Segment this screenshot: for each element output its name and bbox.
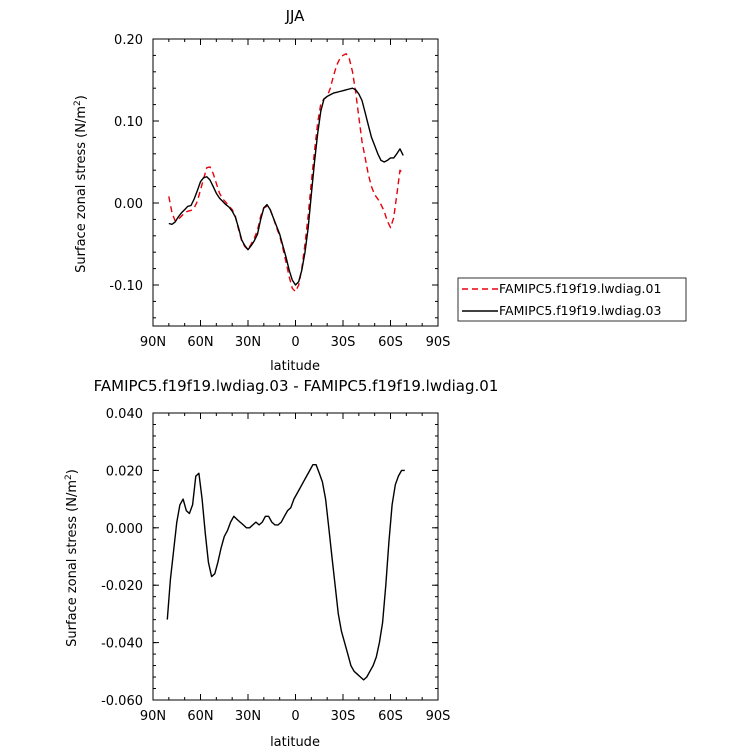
- bottom-series-group: [166, 464, 405, 681]
- x-tick-label: 60N: [187, 709, 213, 724]
- x-tick-label: 90N: [140, 335, 166, 350]
- bottom-y-axis: 0.040 0.020 0.000 -0.020 -0.040 -0.060: [101, 407, 438, 709]
- top-y-axis-label-main: Surface zonal stress (N/m: [74, 106, 89, 273]
- bottom-y-axis-label-main: Surface zonal stress (N/m: [65, 480, 80, 647]
- bottom-y-axis-label-sup: 2: [64, 474, 74, 480]
- x-tick-label: 30N: [235, 709, 261, 724]
- bottom-x-axis-label: latitude: [270, 735, 320, 750]
- x-tick-label: 60S: [378, 335, 403, 350]
- top-y-axis-label: Surface zonal stress (N/m2): [73, 95, 89, 273]
- x-tick-label: 0: [291, 709, 299, 724]
- x-tick-label: 30N: [235, 335, 261, 350]
- top-x-axis-label: latitude: [270, 359, 320, 374]
- top-plot-frame: [152, 38, 439, 327]
- y-tick-label: -0.060: [101, 694, 143, 709]
- x-tick-label: 90S: [426, 335, 451, 350]
- legend: FAMIPC5.f19f19.lwdiag.01 FAMIPC5.f19f19.…: [457, 277, 687, 322]
- series-line-0-0: [168, 53, 404, 293]
- y-tick-label: -0.020: [101, 579, 143, 594]
- y-tick-label: 0.040: [106, 407, 143, 422]
- y-tick-label: -0.040: [101, 637, 143, 652]
- y-tick-label: 0.20: [114, 33, 143, 48]
- legend-box: [457, 277, 687, 322]
- series-line-0-1: [168, 87, 404, 286]
- bottom-plot-frame: [152, 412, 439, 701]
- y-tick-label: 0.10: [114, 115, 143, 130]
- legend-label-lwdiag03: FAMIPC5.f19f19.lwdiag.03: [499, 303, 661, 318]
- bottom-x-axis: 90N 60N 30N 0 30S 60S 90S: [140, 413, 451, 724]
- x-tick-label: 60N: [187, 335, 213, 350]
- y-tick-label: -0.10: [109, 279, 143, 294]
- y-tick-label: 0.000: [106, 522, 143, 537]
- bottom-chart-title: FAMIPC5.f19f19.lwdiag.03 - FAMIPC5.f19f1…: [94, 377, 499, 395]
- x-tick-label: 30S: [331, 709, 356, 724]
- top-series-group: [168, 53, 404, 293]
- x-tick-label: 90S: [426, 709, 451, 724]
- bottom-chart: FAMIPC5.f19f19.lwdiag.03 - FAMIPC5.f19f1…: [64, 377, 498, 750]
- y-tick-label: 0.00: [114, 197, 143, 212]
- top-y-axis: 0.20 0.10 0.00 -0.10: [109, 33, 438, 319]
- top-chart-title: JJA: [285, 7, 306, 25]
- bottom-y-axis-label-end: ): [65, 469, 80, 474]
- series-line-1-0: [166, 464, 405, 681]
- bottom-y-axis-label: Surface zonal stress (N/m2): [64, 469, 80, 647]
- top-y-axis-label-end: ): [74, 95, 89, 100]
- x-tick-label: 0: [291, 335, 299, 350]
- y-tick-label: 0.020: [106, 464, 143, 479]
- top-y-axis-label-sup: 2: [73, 100, 83, 106]
- x-tick-label: 90N: [140, 709, 166, 724]
- x-tick-label: 30S: [331, 335, 356, 350]
- top-chart: JJA 90N 60N 30N 0 30S 60S 90S 0.20 0.10 0.00 -0.1…: [73, 7, 687, 374]
- x-tick-label: 60S: [378, 709, 403, 724]
- legend-label-lwdiag01: FAMIPC5.f19f19.lwdiag.01: [499, 281, 661, 296]
- top-x-axis: 90N 60N 30N 0 30S 60S 90S: [140, 39, 451, 350]
